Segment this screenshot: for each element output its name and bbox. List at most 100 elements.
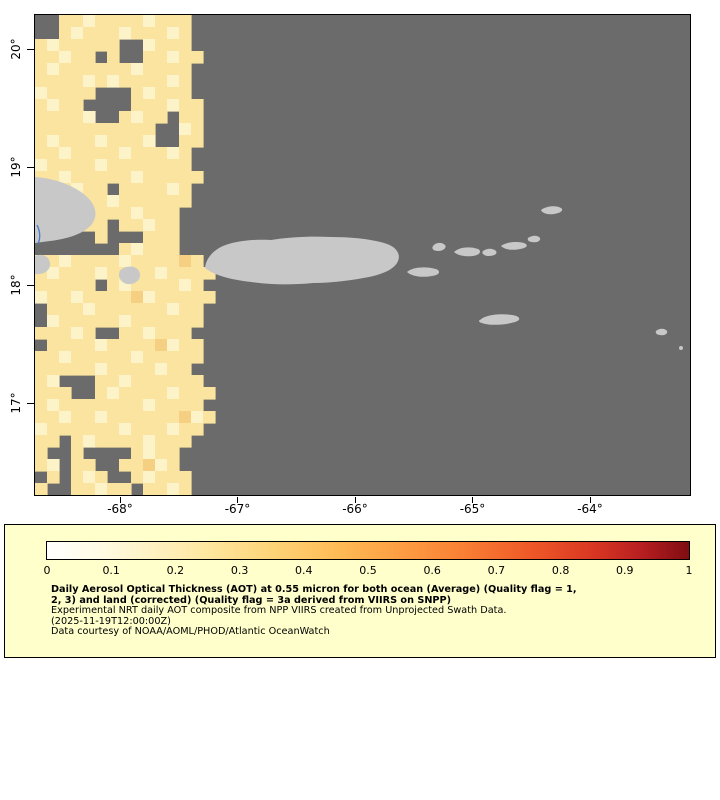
culebra-island — [432, 242, 446, 251]
aot-cell — [119, 303, 132, 316]
aot-cell — [131, 363, 144, 376]
aot-cell — [107, 147, 120, 160]
aot-cell — [35, 327, 48, 340]
aot-cell — [107, 51, 120, 64]
aot-cell — [119, 399, 132, 412]
aot-cell — [131, 171, 144, 184]
aot-cell — [167, 27, 180, 40]
aot-cell — [47, 387, 60, 400]
aot-cell — [83, 255, 96, 268]
aot-cell — [35, 291, 48, 304]
aot-cell — [167, 147, 180, 160]
aot-cell — [119, 183, 132, 196]
aot-cell — [191, 255, 204, 268]
aot-cell — [59, 159, 72, 172]
aot-cell — [191, 315, 204, 328]
aot-cell — [179, 339, 192, 352]
aot-cell — [47, 87, 60, 100]
aot-cell — [95, 375, 108, 388]
y-axis-tick-mark — [27, 402, 34, 404]
x-axis-tick-mark — [119, 497, 121, 503]
puerto-rico-landmass — [205, 236, 399, 285]
aot-cell — [107, 291, 120, 304]
aot-cell — [83, 15, 96, 28]
aot-cell — [71, 63, 84, 76]
aot-cell — [95, 207, 108, 220]
legend-title-line-2: 2, 3) and land (corrected) (Quality flag… — [51, 594, 452, 606]
aot-cell — [35, 111, 48, 124]
colorbar-tick-label: 0.5 — [359, 564, 377, 577]
aot-cell — [95, 39, 108, 52]
aot-cell — [83, 159, 96, 172]
aot-cell — [131, 15, 144, 28]
aot-cell — [71, 327, 84, 340]
aot-cell — [47, 327, 60, 340]
aot-cell — [119, 483, 132, 495]
aot-cell — [59, 303, 72, 316]
aot-cell — [47, 471, 60, 484]
aot-cell — [167, 363, 180, 376]
st-thomas-island — [454, 247, 481, 257]
aot-cell — [119, 243, 132, 256]
aot-cell — [179, 435, 192, 448]
aot-cell — [155, 243, 168, 256]
aot-cell — [35, 51, 48, 64]
aot-cell — [119, 15, 132, 28]
aot-cell — [203, 411, 216, 424]
aot-cell — [143, 291, 156, 304]
aot-cell — [47, 51, 60, 64]
aot-cell — [131, 291, 144, 304]
aot-cell — [71, 315, 84, 328]
aot-cell — [167, 411, 180, 424]
aot-cell — [47, 39, 60, 52]
aot-cell — [35, 363, 48, 376]
aot-cell — [131, 327, 144, 340]
x-axis-tick-mark — [237, 497, 238, 503]
aot-cell — [191, 375, 204, 388]
aot-cell — [179, 375, 192, 388]
aot-cell — [155, 27, 168, 40]
colorbar-tick-label: 0.2 — [166, 564, 185, 577]
aot-cell — [71, 411, 84, 424]
aot-cell — [71, 111, 84, 124]
aot-cell — [71, 147, 84, 160]
aot-cell — [191, 387, 204, 400]
aot-cell — [167, 435, 180, 448]
aot-cell — [167, 87, 180, 100]
aot-cell — [167, 183, 180, 196]
aot-cell — [47, 279, 60, 292]
aot-cell — [35, 423, 48, 436]
aot-cell — [143, 159, 156, 172]
aot-cell — [95, 15, 108, 28]
x-axis-tick-mark — [472, 497, 473, 503]
aot-cell — [83, 483, 96, 495]
aot-cell — [155, 447, 168, 460]
aot-cell — [131, 351, 144, 364]
aot-cell — [35, 123, 48, 136]
aot-cell — [179, 159, 192, 172]
aot-cell — [191, 99, 204, 112]
aot-cell — [191, 111, 204, 124]
aot-cell — [179, 363, 192, 376]
aot-cell — [143, 327, 156, 340]
aot-cell — [131, 75, 144, 88]
aot-cell — [191, 411, 204, 424]
aot-cell — [131, 99, 144, 112]
aot-cell — [155, 459, 168, 472]
aot-cell — [167, 459, 180, 472]
aot-cell — [143, 63, 156, 76]
aot-cell — [131, 195, 144, 208]
y-axis-tick-mark — [27, 284, 34, 286]
aot-cell — [179, 399, 192, 412]
aot-cell — [167, 99, 180, 112]
aot-cell — [131, 87, 144, 100]
aot-cell — [167, 243, 180, 256]
x-axis-tick-label: -67° — [224, 502, 251, 516]
aot-cell — [131, 207, 144, 220]
aot-cell — [107, 399, 120, 412]
aot-cell — [107, 207, 120, 220]
aot-cell — [71, 351, 84, 364]
aot-cell — [155, 483, 168, 495]
legend-description: Experimental NRT daily AOT composite fro… — [51, 605, 507, 617]
aot-cell — [83, 75, 96, 88]
